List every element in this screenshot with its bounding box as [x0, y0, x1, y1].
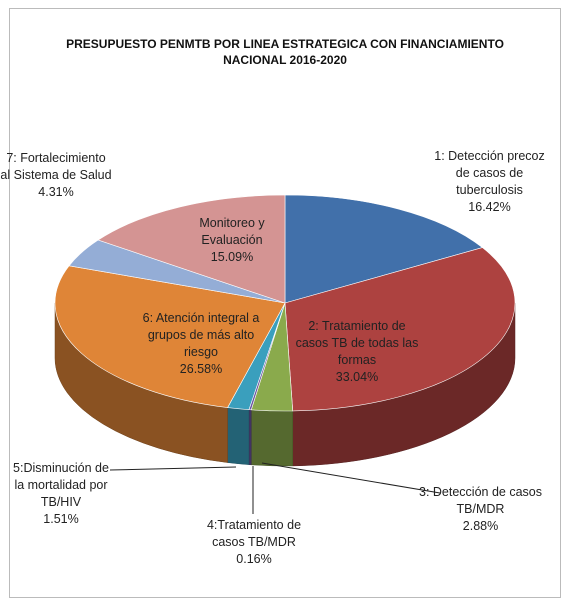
slice-label: 6: Atención integral a grupos de más alt…	[140, 310, 262, 378]
slice-value: 16.42%	[468, 200, 511, 214]
slice-value: 4.31%	[38, 185, 74, 199]
slice-label: 2: Tratamiento de casos TB de todas las …	[292, 318, 422, 386]
slice	[284, 194, 484, 304]
slice-category: 1: Detección precoz de casos de tubercul…	[434, 149, 545, 197]
slice-value: 15.09%	[210, 250, 254, 264]
slice-value: 1.51%	[43, 512, 79, 526]
slice-category: 3: Detección de casos TB/MDR	[419, 485, 542, 516]
slice-value: 33.04%	[335, 370, 379, 384]
slice-label: 5:Disminución de la mortalidad por TB/HI…	[10, 460, 112, 528]
slice-label: 4:Tratamiento de casos TB/MDR 0.16%	[195, 517, 313, 568]
slice	[54, 265, 286, 408]
slice-category: 5:Disminución de la mortalidad por TB/HI…	[13, 461, 109, 509]
slice-label: Monitoreo y Evaluación 15.09%	[172, 215, 292, 266]
slice-side	[250, 409, 293, 467]
slice-side	[227, 407, 250, 465]
slice-category: 4:Tratamiento de casos TB/MDR	[206, 518, 302, 549]
slice-label: 7: Fortalecimiento al Sistema de Salud 4.…	[0, 150, 112, 201]
slice-value: 26.58%	[179, 362, 223, 376]
slice-label: 3: Detección de casos TB/MDR 2.88%	[418, 484, 543, 535]
slice-category: Monitoreo y Evaluación	[199, 216, 265, 247]
leader-line	[261, 462, 441, 494]
slice-category: 6: Atención integral a grupos de más alt…	[142, 311, 260, 359]
chart-title: PRESUPUESTO PENMTB POR LINEA ESTRATEGICA…	[66, 37, 504, 67]
slice-category: 2: Tratamiento de casos TB de todas las …	[295, 319, 419, 367]
chart-frame	[9, 8, 561, 598]
slice-label: 1: Detección precoz de casos de tubercul…	[432, 148, 547, 216]
leader-lines	[109, 462, 441, 514]
leader-line	[109, 466, 237, 471]
slice-category: 7: Fortalecimiento al Sistema de Salud	[0, 151, 112, 182]
slice-value: 0.16%	[236, 552, 272, 566]
slice	[284, 247, 516, 412]
slice-value: 2.88%	[462, 519, 499, 533]
slice-side	[248, 409, 252, 466]
slice	[97, 194, 286, 304]
